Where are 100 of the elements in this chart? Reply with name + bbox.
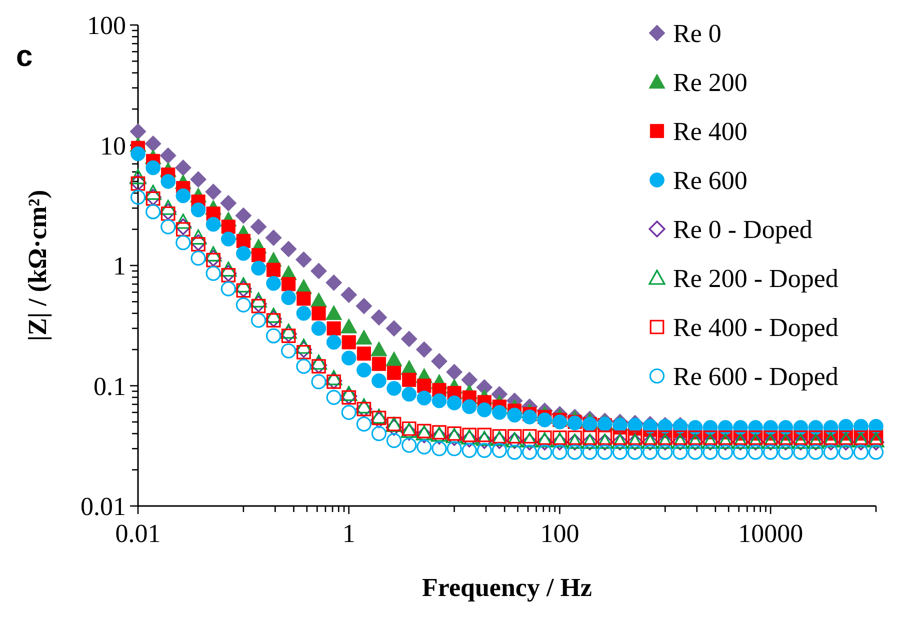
point [191,237,206,252]
point [838,444,854,460]
point [793,444,808,460]
point [476,430,493,446]
point [642,430,658,445]
point [295,341,312,358]
point [778,444,794,460]
point [326,305,342,320]
point [612,444,628,460]
point [205,184,222,200]
point [312,306,326,320]
point [492,442,507,458]
point [673,430,688,445]
point [446,364,463,380]
y-tick-label: 100 [87,11,126,40]
point [265,230,282,246]
point [537,444,552,460]
point [808,444,824,460]
point [536,434,553,450]
point [326,321,341,336]
point [235,277,252,292]
point [160,174,176,189]
point [250,312,266,328]
point [597,444,612,460]
point [340,318,358,334]
point [551,434,568,450]
point [386,433,402,448]
point [205,246,222,262]
point [522,444,538,460]
point [296,292,311,306]
x-tick-label: 100 [540,519,580,548]
point [822,434,840,450]
point [718,444,733,460]
point [296,358,312,374]
point [190,171,207,188]
point [778,430,793,445]
point [432,393,447,408]
point [280,326,297,342]
point [477,428,492,442]
point [582,444,598,460]
point [370,309,388,326]
point [266,276,281,291]
point [658,444,673,460]
point [402,386,417,402]
point [417,378,432,393]
point [130,123,146,140]
point [853,444,869,460]
point [627,444,643,460]
point [190,234,207,251]
point [718,430,733,445]
point [823,444,838,460]
point [342,335,356,350]
point [130,190,146,205]
point [251,298,266,314]
point [672,444,688,460]
point [808,430,823,445]
point [236,246,251,261]
point [281,328,296,344]
point [794,430,808,445]
point [144,135,162,152]
point [236,297,251,312]
point [552,444,568,460]
point [507,408,522,423]
point [326,370,342,386]
point [251,260,266,276]
point [206,266,221,281]
point [280,240,297,258]
y-tick-label: 10 [100,131,126,160]
point [507,444,522,460]
point [522,410,538,424]
point [250,296,267,312]
x-tick-label: 1 [342,519,356,548]
point [642,418,658,434]
point [462,442,477,458]
point [402,372,416,387]
point [416,426,432,444]
point [356,362,372,378]
point [416,439,432,454]
point [386,380,402,396]
x-tick-label: 10000 [738,519,804,548]
point [386,419,402,436]
point [295,251,312,268]
point [568,430,582,445]
point [174,218,192,236]
point [430,426,448,442]
point [688,444,703,460]
point [341,350,356,366]
point [371,426,387,442]
point [160,203,176,220]
point [868,444,884,460]
text: c [16,40,33,73]
point [266,328,282,344]
point [447,426,462,441]
legend-label: Re 600 [673,166,748,195]
point [386,351,402,366]
point [280,324,297,339]
point [160,147,176,164]
point [356,398,372,414]
point [220,194,237,212]
point [446,441,462,456]
